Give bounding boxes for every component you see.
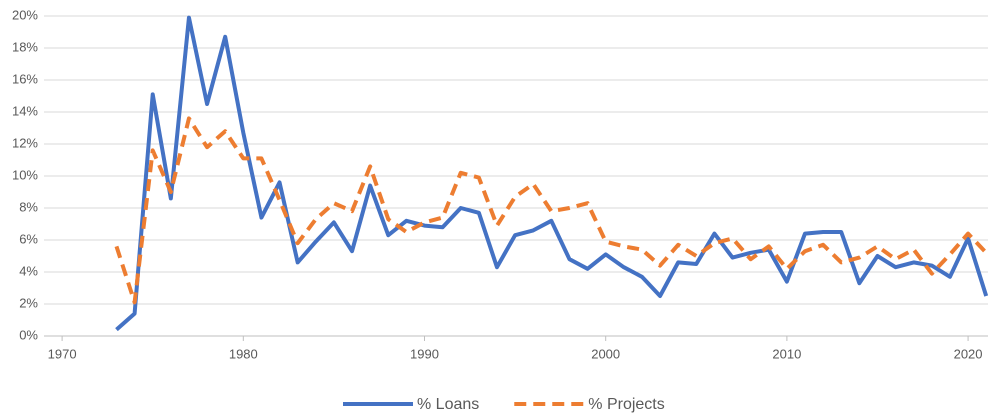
y-tick-label: 12% bbox=[12, 135, 38, 150]
x-tick-label: 1980 bbox=[229, 346, 258, 361]
y-tick-label: 8% bbox=[19, 199, 38, 214]
y-tick-label: 4% bbox=[19, 263, 38, 278]
legend-label: % Loans bbox=[417, 396, 479, 413]
y-tick-label: 2% bbox=[19, 295, 38, 310]
x-tick-label: 2020 bbox=[954, 346, 983, 361]
y-tick-label: 20% bbox=[12, 7, 38, 22]
y-tick-label: 0% bbox=[19, 327, 38, 342]
y-tick-label: 6% bbox=[19, 231, 38, 246]
series-line bbox=[114, 116, 988, 305]
y-tick-label: 16% bbox=[12, 71, 38, 86]
legend-label: % Projects bbox=[588, 396, 664, 413]
x-tick-label: 1990 bbox=[410, 346, 439, 361]
y-tick-label: 10% bbox=[12, 167, 38, 182]
x-tick-label: 1970 bbox=[48, 346, 77, 361]
series-line bbox=[115, 15, 989, 332]
y-tick-label: 14% bbox=[12, 103, 38, 118]
x-tick-label: 2000 bbox=[591, 346, 620, 361]
x-tick-label: 2010 bbox=[772, 346, 801, 361]
y-tick-label: 18% bbox=[12, 39, 38, 54]
